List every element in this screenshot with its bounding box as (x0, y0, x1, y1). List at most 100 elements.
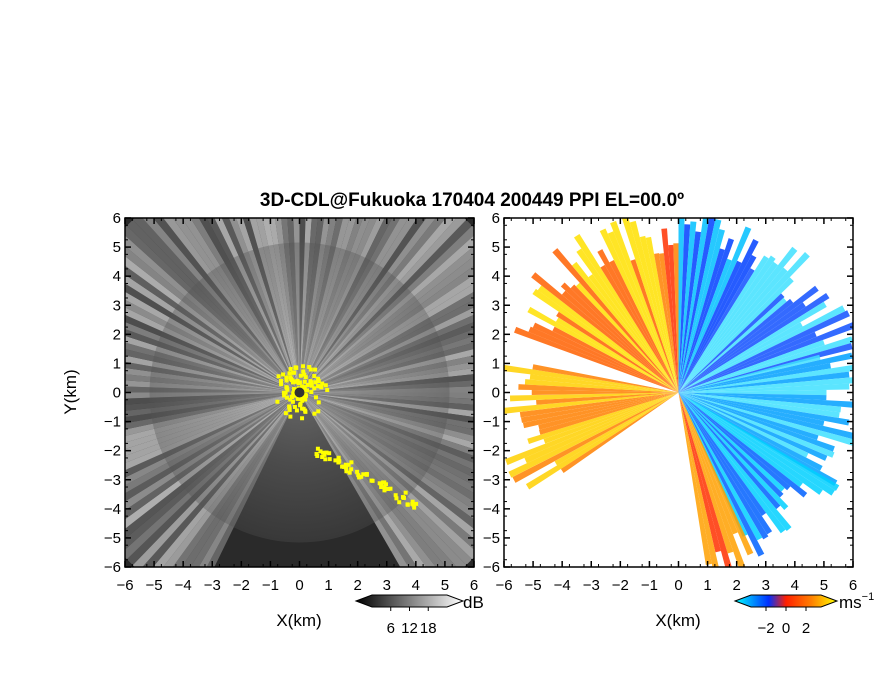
reflectivity-overlay-cell (305, 382, 310, 387)
velocity-ray (678, 392, 840, 491)
reflectivity-x-tick-label: −3 (204, 577, 221, 594)
reflectivity-overlay-cell (291, 391, 296, 396)
reflectivity-x-tick-label: 2 (353, 577, 361, 594)
reflectivity-x-tick-label: 6 (470, 577, 478, 594)
reflectivity-colorbar-tick: 18 (420, 620, 437, 637)
reflectivity-y-tick-label: 6 (113, 210, 121, 227)
velocity-x-tick-label: −3 (583, 577, 600, 594)
velocity-ray (678, 218, 710, 393)
velocity-ray (678, 354, 821, 393)
velocity-ray (678, 331, 817, 393)
velocity-ray (678, 389, 827, 396)
velocity-ray (678, 392, 792, 532)
reflectivity-overlay-cell (316, 376, 321, 381)
velocity-ray (678, 301, 827, 393)
velocity-ray (552, 248, 679, 393)
reflectivity-overlay-cell (308, 367, 313, 372)
reflectivity-y-tick-label: −6 (104, 559, 121, 576)
velocity-ray (512, 392, 679, 483)
reflectivity-overlay-cell (313, 380, 318, 385)
velocity-ray (678, 392, 827, 401)
velocity-y-tick-label: 1 (492, 355, 500, 372)
reflectivity-x-tick-label: 0 (295, 577, 303, 594)
reflectivity-overlay-cell (301, 364, 306, 369)
velocity-colorbar-tick: −2 (757, 620, 774, 637)
reflectivity-overlay-cell (307, 364, 312, 369)
velocity-ray (678, 285, 819, 393)
velocity-x-tick-label: 1 (703, 577, 711, 594)
velocity-ray (525, 392, 679, 490)
reflectivity-overlay-cell (283, 411, 288, 416)
velocity-x-tick-label: −6 (495, 577, 512, 594)
velocity-ray (570, 284, 679, 393)
velocity-ray (560, 282, 679, 393)
velocity-x-tick-label: 4 (791, 577, 799, 594)
velocity-ray (678, 392, 825, 426)
velocity-ray (678, 392, 719, 567)
reflectivity-overlay-cell (309, 383, 314, 388)
reflectivity-overlay-cell (288, 375, 293, 380)
reflectivity-overlay-cell (291, 370, 296, 375)
velocity-ray (576, 248, 679, 393)
reflectivity-overlay-cell (292, 404, 297, 409)
velocity-y-tick-label: 0 (492, 385, 500, 402)
reflectivity-overlay-cell (288, 366, 293, 371)
velocity-ray (678, 343, 853, 393)
velocity-ray (678, 392, 842, 413)
velocity-ray (521, 392, 679, 423)
velocity-ray (678, 260, 742, 393)
velocity-ray (678, 371, 850, 393)
reflectivity-overlay-cell (278, 379, 283, 384)
velocity-ray (678, 228, 725, 393)
velocity-ray (678, 392, 791, 491)
reflectivity-overlay-cell (300, 395, 305, 400)
velocity-ray (678, 339, 825, 393)
velocity-ray (678, 322, 803, 393)
reflectivity-overlay-cell (289, 395, 294, 400)
reflectivity-overlay-cell (312, 411, 317, 416)
reflectivity-overlay-cell (312, 386, 317, 391)
velocity-ray (532, 288, 679, 393)
reflectivity-overlay-cell (303, 375, 308, 380)
reflectivity-overlay-cell (297, 396, 302, 401)
reflectivity-overlay-cell (323, 383, 328, 388)
velocity-ray (678, 377, 853, 393)
reflectivity-y-tick-label: −4 (104, 501, 121, 518)
velocity-ray (678, 292, 830, 393)
reflectivity-y-tick-label: 5 (113, 239, 121, 256)
velocity-y-tick-label: −4 (483, 501, 500, 518)
velocity-x-tick-label: 6 (849, 577, 857, 594)
velocity-ray (621, 218, 679, 393)
velocity-ray (678, 392, 748, 537)
reflectivity-y-tick-label: −5 (104, 530, 121, 547)
velocity-ray (678, 392, 781, 510)
reflectivity-overlay-cell (284, 395, 289, 400)
velocity-ray (678, 392, 835, 458)
reflectivity-overlay-cell (298, 373, 303, 378)
velocity-ray (630, 259, 679, 393)
reflectivity-overlay-cell (302, 379, 307, 384)
velocity-ray (673, 243, 679, 393)
velocity-ray (678, 392, 809, 458)
velocity-ray (678, 305, 846, 393)
reflectivity-overlay-cell (300, 406, 305, 411)
velocity-ray (645, 236, 679, 393)
reflectivity-x-tick-label: −1 (262, 577, 279, 594)
reflectivity-overlay-cell (284, 375, 289, 380)
velocity-ray (529, 374, 679, 393)
velocity-ray (678, 392, 808, 498)
velocity-ray (678, 392, 803, 488)
reflectivity-overlay-cell (287, 407, 292, 412)
velocity-ray (678, 218, 716, 393)
velocity-ray (678, 392, 765, 557)
reflectivity-overlay-cell (316, 409, 321, 414)
velocity-ray (678, 239, 759, 393)
reflectivity-overlay-cell (312, 374, 317, 379)
velocity-ray (597, 249, 679, 393)
reflectivity-overlay-cell (282, 393, 287, 398)
velocity-ray (678, 268, 755, 393)
reflectivity-overlay-cell (300, 384, 305, 389)
velocity-ray (668, 244, 679, 393)
reflectivity-overlay-cell (285, 387, 290, 392)
velocity-ray (543, 392, 679, 444)
